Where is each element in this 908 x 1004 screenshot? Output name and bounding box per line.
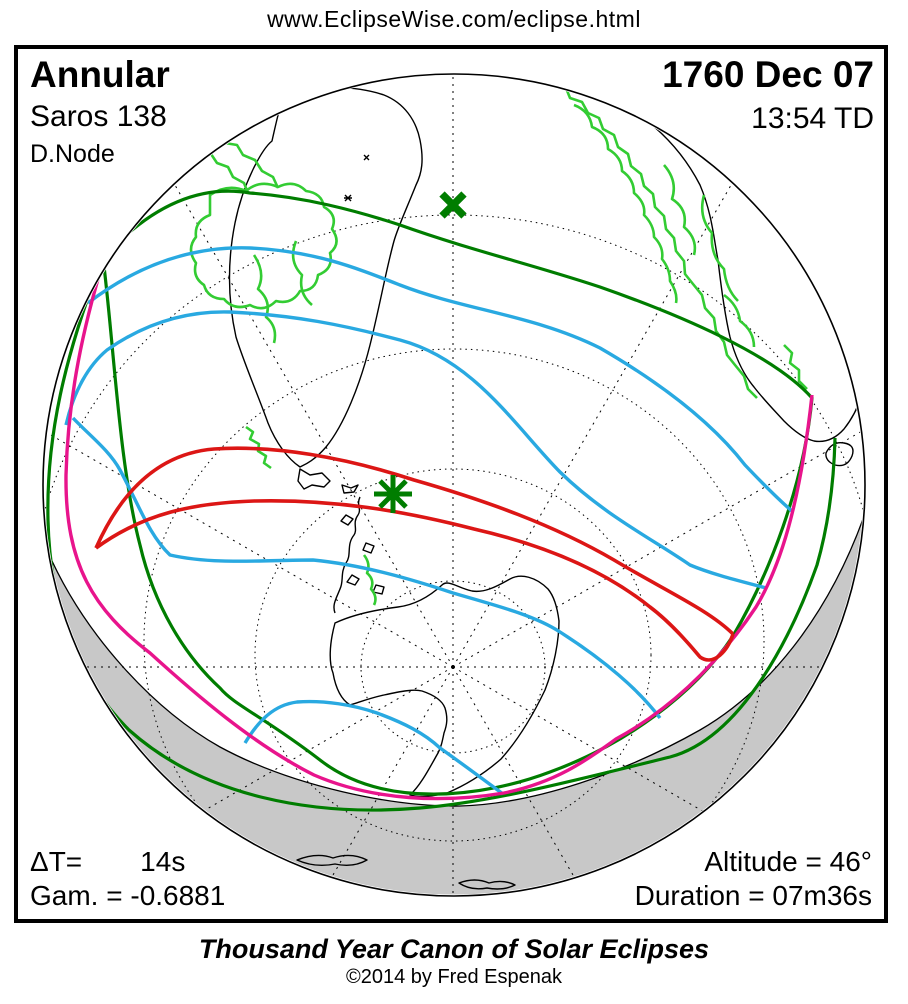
map-frame xyxy=(14,45,888,923)
eclipse-time-label: 13:54 TD xyxy=(751,102,874,135)
node-label: D.Node xyxy=(30,140,115,168)
site-url: www.EclipseWise.com/eclipse.html xyxy=(267,6,641,32)
eclipse-globe-map xyxy=(14,45,888,923)
antarctica-coast xyxy=(329,575,560,798)
altitude-label: Altitude = 46° xyxy=(704,846,872,877)
eclipse-date-label: 1760 Dec 07 xyxy=(662,54,874,95)
eclipse-type-label: Annular xyxy=(30,54,170,95)
rise-set-curve xyxy=(64,261,814,801)
canon-title: Thousand Year Canon of Solar Eclipses xyxy=(198,934,710,964)
maximum-eclipse-curves xyxy=(64,246,795,796)
africa-coast xyxy=(609,96,863,443)
delta-t-value: 14s xyxy=(140,846,186,877)
duration-label: Duration = 07m36s xyxy=(634,880,872,911)
delta-t-row: ΔT= 14s xyxy=(30,848,185,876)
terminator-line xyxy=(46,504,864,807)
coastlines xyxy=(228,87,863,890)
greatest-eclipse-marker xyxy=(374,475,412,513)
delta-t-label: ΔT= xyxy=(30,846,83,877)
annular-path-limits xyxy=(94,446,735,662)
gamma-label: Gam. = -0.6881 xyxy=(30,880,226,911)
night-shadow-region xyxy=(46,504,864,895)
globe-disc xyxy=(43,74,865,896)
copyright-line: ©2014 by Fred Espenak xyxy=(346,966,562,988)
outer-limit-curve xyxy=(46,269,837,812)
path-southern-limit xyxy=(94,498,735,662)
saros-label: Saros 138 xyxy=(30,100,167,133)
globe-limb xyxy=(42,73,866,897)
antarctic-peninsula xyxy=(333,496,361,614)
south-america-coast xyxy=(228,87,423,468)
path-northern-limit xyxy=(94,446,735,636)
map-markers xyxy=(374,191,467,513)
x-marker xyxy=(439,191,467,219)
